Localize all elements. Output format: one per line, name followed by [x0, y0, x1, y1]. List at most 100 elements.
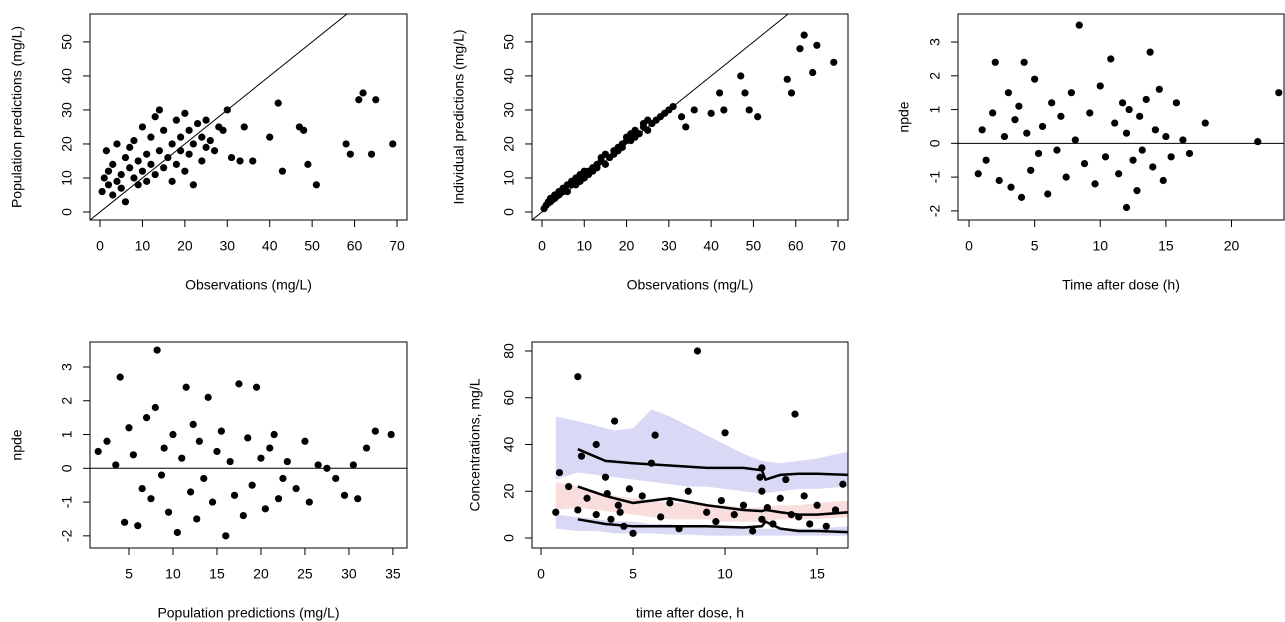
point [323, 464, 331, 472]
point [1011, 116, 1019, 124]
x-tick-label: 5 [1031, 238, 1039, 254]
point [638, 492, 646, 500]
y-tick-label: 1 [927, 105, 943, 113]
x-tick-label: 0 [965, 238, 973, 254]
prediction-band [555, 409, 848, 494]
point [1007, 183, 1015, 191]
point [235, 380, 243, 388]
x-tick-label: 5 [125, 566, 133, 582]
point [995, 176, 1003, 185]
point [625, 485, 633, 493]
point [758, 464, 766, 472]
point [1048, 99, 1056, 107]
y-tick-label: 0 [59, 208, 75, 216]
point [618, 143, 626, 151]
panel: 0 10 20 30 40 50 60 70 0 10 20 30 40 50 Observations (… [451, 13, 849, 293]
point [121, 153, 130, 162]
plot-area [958, 21, 1284, 212]
point [1138, 146, 1146, 154]
point [830, 58, 838, 66]
y-tick-label: 3 [59, 363, 75, 371]
point [103, 437, 111, 445]
y-tick-label: -2 [927, 204, 943, 217]
point [178, 454, 186, 462]
point [134, 157, 142, 165]
identity-line [532, 14, 789, 220]
point [666, 499, 674, 507]
point [151, 170, 159, 179]
point [583, 494, 591, 502]
x-tick-label: 10 [1092, 238, 1108, 254]
point [261, 505, 269, 513]
point [189, 140, 197, 148]
point [783, 75, 791, 83]
point [367, 150, 376, 158]
point [813, 41, 821, 49]
point [1133, 187, 1141, 195]
y-tick-label: 10 [59, 170, 75, 186]
point [143, 150, 151, 158]
point [1086, 109, 1094, 117]
point [109, 191, 117, 199]
point [989, 109, 997, 117]
point [200, 474, 208, 483]
point [1159, 176, 1167, 185]
point [839, 480, 847, 488]
x-tick-label: 25 [297, 566, 313, 582]
point [274, 99, 282, 107]
point [160, 126, 168, 134]
point [1080, 160, 1089, 168]
point [592, 511, 600, 519]
point [675, 525, 683, 533]
point [577, 452, 586, 460]
point [155, 106, 164, 114]
point [1149, 163, 1157, 171]
point [236, 157, 244, 165]
point [1034, 149, 1043, 158]
point [1111, 119, 1119, 127]
point [991, 58, 999, 66]
point [112, 461, 120, 469]
point [102, 147, 110, 155]
point [795, 513, 803, 521]
y-tick-label: -2 [59, 529, 75, 542]
x-tick-label: 60 [788, 238, 804, 254]
point [1107, 55, 1115, 63]
x-axis-title: Time after dose (h) [1062, 277, 1180, 293]
point [147, 495, 155, 503]
point [157, 471, 166, 479]
y-tick-label: 30 [59, 102, 75, 118]
point [809, 68, 817, 77]
point [138, 123, 147, 131]
y-tick-label: 40 [501, 437, 517, 453]
point [195, 437, 203, 445]
point [1122, 203, 1131, 212]
point [1151, 126, 1159, 134]
point [151, 113, 159, 121]
point [1179, 136, 1187, 144]
y-axis-title: Population predictions (mg/L) [9, 26, 25, 208]
point [787, 89, 796, 97]
point [703, 508, 711, 516]
point [134, 181, 142, 189]
point [126, 143, 134, 151]
x-tick-label: 5 [629, 566, 637, 582]
point [716, 89, 724, 97]
y-tick-label: 10 [501, 170, 517, 186]
point [301, 437, 309, 445]
point [349, 461, 357, 469]
point [121, 198, 130, 206]
point [346, 150, 354, 158]
point [217, 427, 225, 435]
point [142, 414, 151, 422]
point [620, 522, 628, 530]
point [222, 532, 230, 540]
point [684, 487, 692, 495]
x-tick-label: 20 [1224, 238, 1240, 254]
y-tick-label: 50 [501, 34, 517, 50]
point [1023, 129, 1031, 137]
point [182, 383, 190, 391]
x-tick-label: 0 [538, 238, 546, 254]
point [125, 424, 133, 432]
